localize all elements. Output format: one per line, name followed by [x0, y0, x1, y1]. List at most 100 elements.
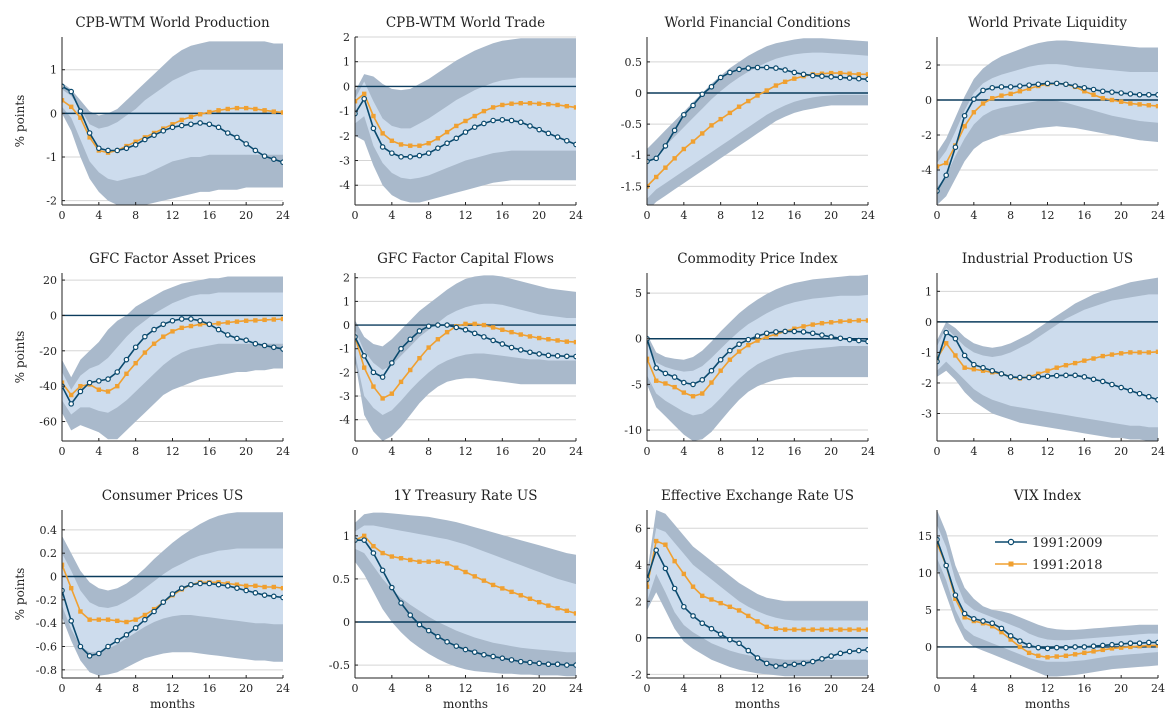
data-point	[508, 117, 515, 124]
y-tick-label: -4	[339, 414, 350, 427]
data-point	[937, 188, 940, 194]
plot-area	[937, 510, 1158, 677]
x-tick-label: 16	[202, 445, 216, 458]
y-tick-label: -2	[339, 366, 350, 379]
x-tick-label: 20	[1114, 682, 1128, 695]
y-tick-label: -2	[921, 377, 932, 390]
data-point	[188, 114, 194, 120]
data-point	[444, 639, 450, 645]
data-point	[1017, 638, 1023, 644]
data-point	[234, 134, 240, 141]
x-axis-label: months	[443, 697, 488, 711]
plot-area	[355, 38, 576, 203]
data-point	[828, 70, 834, 76]
data-point	[1091, 649, 1096, 654]
data-point	[980, 101, 986, 106]
legend-marker	[1008, 561, 1014, 567]
data-point	[1100, 647, 1105, 653]
x-tick-label: 0	[644, 682, 651, 695]
data-point	[791, 661, 798, 668]
y-tick-label: -4	[339, 179, 350, 192]
y-tick-label: 1	[343, 530, 350, 543]
data-point	[800, 329, 807, 335]
data-point	[727, 357, 733, 362]
data-point	[962, 365, 967, 370]
data-point	[980, 364, 986, 371]
data-point	[114, 147, 121, 154]
data-point	[819, 656, 825, 662]
data-point	[518, 593, 523, 598]
data-point	[563, 662, 570, 668]
y-tick-label: -10	[624, 424, 642, 437]
data-point	[105, 617, 111, 622]
legend-label: 1991:2018	[1032, 558, 1103, 573]
data-point	[77, 643, 84, 650]
data-point	[132, 344, 139, 351]
data-point	[453, 643, 460, 649]
data-point	[1090, 643, 1097, 649]
data-point	[68, 618, 75, 624]
data-point	[1072, 372, 1078, 379]
data-point	[142, 612, 148, 618]
data-point	[937, 164, 940, 169]
data-point	[87, 617, 92, 622]
data-point	[653, 155, 660, 162]
data-point	[937, 358, 940, 365]
data-point	[124, 619, 129, 625]
data-point	[370, 125, 377, 132]
data-point	[224, 130, 231, 136]
x-tick-label: 24	[861, 682, 875, 695]
data-point	[573, 611, 576, 616]
data-point	[133, 617, 138, 622]
data-point	[782, 328, 788, 335]
data-point	[1090, 376, 1097, 383]
data-point	[754, 333, 761, 339]
data-point	[96, 145, 102, 152]
panel-title: VIX Index	[1013, 488, 1082, 504]
data-point	[481, 120, 487, 127]
data-point	[999, 629, 1004, 635]
x-tick-label: 12	[751, 209, 765, 222]
data-point	[971, 96, 977, 102]
data-point	[564, 608, 569, 613]
data-point	[252, 590, 259, 596]
x-tick-label: 8	[425, 682, 432, 695]
data-point	[1155, 643, 1158, 648]
data-point	[361, 353, 368, 359]
data-point	[944, 160, 949, 166]
data-point	[736, 341, 742, 348]
data-point	[416, 328, 423, 334]
x-tick-label: 8	[132, 682, 139, 695]
data-point	[142, 136, 148, 143]
y-tick-label: -2	[921, 129, 932, 142]
y-tick-label: 0	[635, 333, 642, 346]
plot-area	[647, 274, 868, 441]
x-tick-label: 12	[459, 209, 473, 222]
data-point	[555, 338, 560, 343]
data-point	[435, 337, 441, 342]
panel-5: GFC Factor Asset Prices 0 4 8 12 16 20 24 -60 -40…	[13, 251, 290, 458]
data-point	[243, 318, 249, 323]
y-tick-label: -3	[339, 155, 350, 168]
data-point	[481, 578, 487, 583]
data-point	[717, 631, 724, 637]
data-point	[1008, 637, 1013, 642]
data-point	[961, 352, 968, 359]
data-point	[1053, 80, 1060, 87]
y-axis-label: % points	[13, 331, 27, 384]
data-point	[207, 109, 212, 115]
data-point	[355, 99, 358, 104]
data-point	[828, 653, 834, 659]
data-point	[837, 74, 844, 81]
data-point	[554, 661, 561, 668]
data-point	[170, 329, 175, 334]
data-point	[764, 334, 769, 340]
data-point	[647, 584, 650, 589]
data-point	[971, 110, 977, 115]
panel-title: Consumer Prices US	[102, 488, 244, 504]
data-point	[700, 391, 705, 396]
data-point	[243, 583, 249, 589]
data-point	[746, 342, 751, 348]
x-tick-label: 8	[717, 209, 724, 222]
data-point	[472, 113, 477, 119]
